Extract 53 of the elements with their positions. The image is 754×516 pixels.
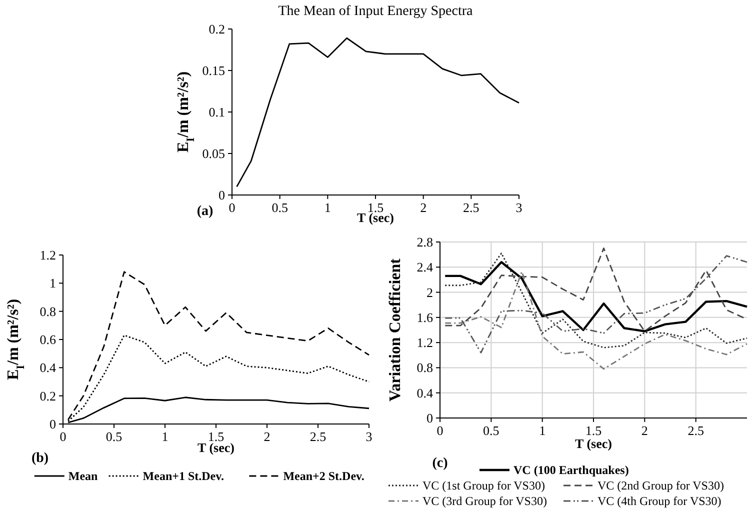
y-tick-label: 0.1 xyxy=(208,104,225,120)
x-axis-title: T (sec) xyxy=(575,436,612,451)
x-tick-label: 2 xyxy=(264,429,270,444)
y-tick-label: 0.4 xyxy=(416,385,434,400)
y-tick-label: 0.2 xyxy=(208,22,225,36)
y-tick-label: 0.4 xyxy=(40,360,56,376)
legend-label: VC (4th Group for VS30) xyxy=(598,494,722,508)
line-series xyxy=(236,37,520,188)
x-tick-label: 2.5 xyxy=(688,423,704,438)
x-tick-label: 0.5 xyxy=(272,200,288,215)
x-tick-label: 2.5 xyxy=(310,429,326,444)
legend-label: Mean xyxy=(68,469,98,483)
legend-label: Mean+2 St.Dev. xyxy=(283,469,364,483)
y-tick-label: 0 xyxy=(218,188,225,202)
y-tick-label: 1.2 xyxy=(40,248,56,262)
y-tick-label: 2.8 xyxy=(416,234,433,250)
legend-label: VC (100 Earthquakes) xyxy=(514,463,629,477)
legend-label: Mean+1 St.Dev. xyxy=(142,469,224,483)
x-tick-label: 0.5 xyxy=(483,423,500,438)
line-series xyxy=(444,270,748,370)
y-tick-label: 1.6 xyxy=(416,310,434,325)
x-tick-label: 1.5 xyxy=(585,423,602,438)
text: (c) xyxy=(432,456,448,471)
x-tick-label: 3 xyxy=(516,200,522,215)
x-tick-label: 0 xyxy=(60,429,66,444)
x-tick-label: 0.5 xyxy=(106,429,122,444)
y-tick-label: 0.8 xyxy=(40,304,56,319)
chart-title: The Mean of Input Energy Spectra xyxy=(278,4,474,19)
x-tick-label: 3 xyxy=(366,429,372,444)
line-series xyxy=(444,261,748,332)
y-tick-label: 1 xyxy=(50,276,56,291)
legend-label: VC (2nd Group for VS30) xyxy=(598,478,724,492)
y-tick-label: 0.6 xyxy=(40,332,56,347)
y-tick-label: 2 xyxy=(426,284,433,300)
text: (a) xyxy=(196,204,214,219)
y-tick-label: 1.2 xyxy=(416,335,433,350)
text: (b) xyxy=(31,451,49,466)
x-tick-label: 0 xyxy=(436,423,444,438)
x-tick-label: 2.5 xyxy=(463,200,480,215)
y-tick-label: 0.15 xyxy=(202,63,225,78)
y-tick-label: 0.8 xyxy=(416,360,433,376)
x-tick-label: 1 xyxy=(162,429,168,444)
legend-label: VC (3rd Group for VS30) xyxy=(422,494,547,508)
y-tick-label: 0.05 xyxy=(202,146,225,161)
y-tick-label: 0 xyxy=(426,410,433,426)
y-tick-label: 2.4 xyxy=(416,260,434,275)
x-tick-label: 1 xyxy=(324,200,331,215)
y-axis-title: Variation Coefficient xyxy=(387,258,404,402)
x-tick-label: 1 xyxy=(539,423,546,438)
legend-label: VC (1st Group for VS30) xyxy=(422,478,545,492)
x-tick-label: 2 xyxy=(641,423,648,438)
y-tick-label: 0.2 xyxy=(40,388,56,404)
x-tick-label: 0 xyxy=(228,200,236,215)
